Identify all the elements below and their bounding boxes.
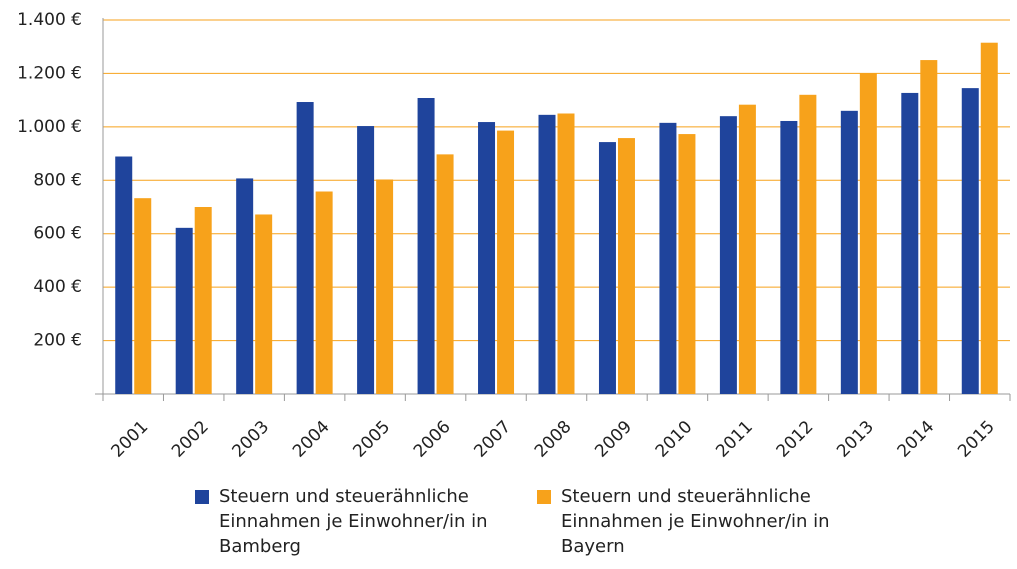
- bar: [557, 113, 575, 394]
- bar: [376, 179, 394, 394]
- x-tick-label: 2011: [712, 417, 757, 462]
- bar: [478, 122, 496, 394]
- legend-swatch: [195, 490, 209, 504]
- x-tick-label: 2006: [410, 417, 455, 462]
- x-tick-label: 2015: [954, 417, 999, 462]
- bar: [659, 122, 677, 394]
- bar: [538, 114, 556, 394]
- bar: [236, 178, 254, 394]
- legend-entry: Steuern und steuerähnliche Einnahmen je …: [537, 484, 851, 559]
- bar: [980, 42, 998, 394]
- y-tick-label: 200 €: [33, 331, 82, 351]
- bar: [901, 92, 919, 395]
- bar: [719, 116, 737, 395]
- bar: [678, 134, 696, 394]
- bar: [617, 138, 635, 394]
- x-tick-label: 2001: [108, 417, 153, 462]
- x-tick-label: 2007: [470, 417, 515, 462]
- x-tick-label: 2002: [168, 417, 213, 462]
- legend-label: Steuern und steuerähnliche Einnahmen je …: [561, 486, 830, 557]
- x-tick-label: 2009: [591, 417, 636, 462]
- bar: [436, 154, 454, 394]
- x-tick-label: 2003: [229, 417, 274, 462]
- x-tick-label: 2010: [652, 417, 697, 462]
- bar: [357, 126, 375, 394]
- bar: [840, 110, 858, 394]
- bar: [799, 94, 817, 395]
- y-tick-label: 600 €: [33, 224, 82, 244]
- y-tick-label: 1.000 €: [17, 117, 82, 137]
- bar: [497, 130, 515, 394]
- bar: [598, 142, 616, 394]
- x-tick-label: 2013: [833, 417, 878, 462]
- bar: [115, 156, 133, 394]
- bar: [296, 102, 314, 395]
- bar: [315, 191, 333, 394]
- x-tick-label: 2004: [289, 417, 334, 462]
- x-tick-label: 2005: [349, 417, 394, 462]
- x-tick-label: 2014: [894, 417, 939, 462]
- y-tick-label: 1.400 €: [17, 10, 82, 30]
- bar: [738, 104, 756, 394]
- legend-label: Steuern und steuerähnliche Einnahmen je …: [219, 486, 488, 557]
- bar: [194, 207, 212, 394]
- bar: [920, 60, 938, 394]
- bar: [961, 88, 979, 394]
- bar: [255, 214, 273, 394]
- legend-swatch: [537, 490, 551, 504]
- bar: [134, 198, 152, 394]
- y-tick-label: 1.200 €: [17, 63, 82, 83]
- y-tick-label: 400 €: [33, 277, 82, 297]
- bar: [417, 98, 435, 395]
- bar: [859, 73, 877, 394]
- bar: [175, 227, 193, 394]
- bar: [780, 120, 798, 394]
- x-tick-label: 2012: [773, 417, 818, 462]
- y-tick-label: 800 €: [33, 170, 82, 190]
- plot: 200 € 400 € 600 € 800 € 1.000 € 1.200 € 1.400 …: [17, 10, 1011, 462]
- legend-entry: Steuern und steuerähnliche Einnahmen je …: [195, 484, 509, 559]
- x-tick-label: 2008: [531, 417, 576, 462]
